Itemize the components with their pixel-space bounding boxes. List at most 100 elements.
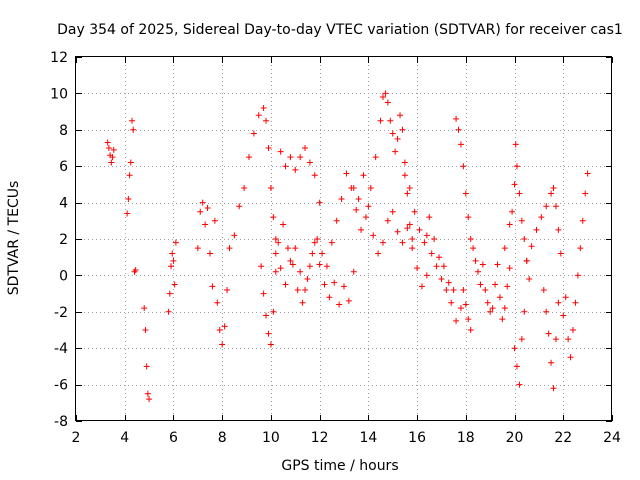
data-point [216,327,223,333]
data-point [406,221,413,228]
data-point [343,170,350,177]
data-point [579,217,586,224]
data-point [284,245,291,252]
data-point [127,159,134,166]
data-point [143,363,150,370]
data-point [199,199,206,206]
data-point [360,172,367,179]
data-point [110,146,117,153]
data-point [169,250,176,257]
data-point [411,208,418,215]
plot-frame [75,56,612,421]
y-tick-labels: -8 -6 -4 -2 0 2 4 6 8 10 12 [50,50,68,430]
data-point [513,363,520,370]
data-point [168,263,175,270]
data-point [146,396,153,403]
data-point [479,261,486,268]
data-point [552,336,559,343]
data-point [306,159,313,166]
x-tick-label: 10 [262,430,280,446]
data-point [543,203,550,210]
data-point [528,243,535,250]
data-point [165,308,172,315]
data-point [263,117,270,124]
y-tick-label: 8 [59,123,68,139]
data-point [448,299,455,306]
data-point [538,214,545,221]
data-point [109,154,116,161]
data-point [384,217,391,224]
data-point [270,308,277,315]
data-point [302,286,309,293]
data-point [221,323,228,330]
data-point [389,208,396,215]
data-point [504,283,511,290]
data-point [345,297,352,304]
chart-title: Day 354 of 2025, Sidereal Day-to-day VTE… [57,22,623,38]
data-point [350,268,357,275]
x-tick-labels: 2 4 6 8 10 12 14 16 18 20 22 24 [72,430,621,446]
data-point [518,217,525,224]
y-tick-label: 0 [59,268,68,284]
y-tick-label: -6 [54,378,68,394]
data-point [550,385,557,392]
y-tick-label: 6 [59,159,68,175]
x-tick-label: 6 [169,430,178,446]
data-point [516,190,523,197]
data-point [280,221,287,228]
data-point [462,190,469,197]
data-point [421,239,428,246]
data-point [287,154,294,161]
data-point [292,166,299,173]
data-point [245,154,252,161]
y-tick-label: -8 [54,414,68,430]
data-point [172,239,179,246]
data-point [570,327,577,333]
data-point [453,115,460,122]
data-point [416,226,423,233]
data-point [241,185,248,192]
data-point [289,261,296,268]
data-point [263,312,270,319]
x-tick-label: 18 [457,430,475,446]
data-point [401,172,408,179]
data-point [270,214,277,221]
data-point [521,308,528,315]
data-point [475,268,481,275]
data-point [260,104,267,111]
x-tick-label: 16 [408,430,426,446]
data-point [126,172,133,179]
data-point [141,305,148,312]
data-point [333,217,340,224]
data-point [265,330,272,337]
y-tick-label: 2 [59,232,68,248]
data-point [299,299,306,306]
data-point [387,117,394,124]
data-point [326,294,333,301]
x-tick-label: 12 [311,430,329,446]
data-point [231,232,238,239]
data-point [465,316,472,323]
data-point [282,281,289,288]
data-point [323,263,330,270]
data-point [492,281,499,288]
data-point [511,345,518,352]
data-point [294,286,301,293]
data-point [311,172,318,179]
data-point [129,117,136,124]
data-point [250,130,257,137]
data-point [574,272,581,279]
y-axis-label: SDTVAR / TECUs [6,181,22,296]
data-point [319,250,326,257]
data-point [194,245,201,252]
data-point [219,341,226,348]
data-point [409,245,416,252]
data-point [265,145,272,151]
data-point [545,330,552,337]
data-point [431,236,438,242]
data-point [540,286,547,293]
data-point [404,225,411,232]
data-point [513,163,520,170]
data-point [124,210,131,217]
data-point [562,294,569,301]
